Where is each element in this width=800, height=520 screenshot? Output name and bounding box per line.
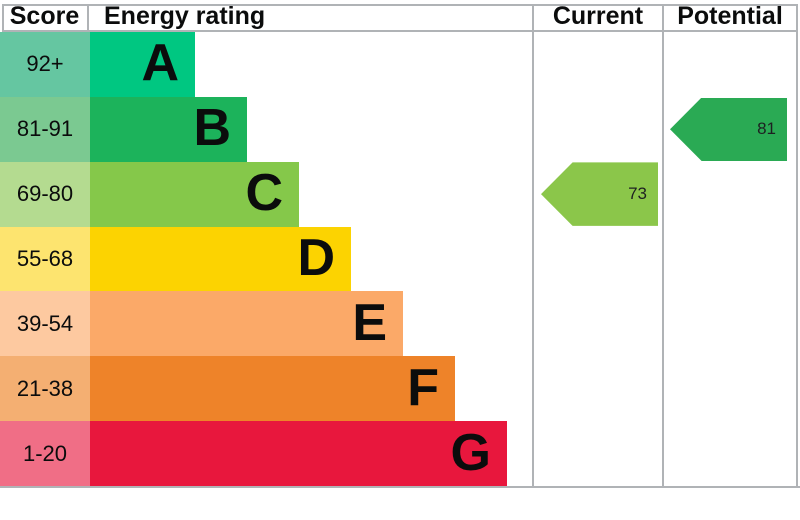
band-c-score-range: 69-80 — [0, 161, 90, 227]
band-d-bar: D — [90, 226, 351, 292]
current-rating-arrow: 73 — [541, 162, 658, 226]
band-row-b: 81-91 B — [0, 96, 533, 162]
band-a-letter: A — [141, 34, 179, 93]
band-row-c: 69-80 C — [0, 161, 533, 227]
band-d-score-range: 55-68 — [0, 226, 90, 292]
band-row-d: 55-68 D — [0, 226, 533, 292]
current-rating-value: 73 — [628, 184, 647, 204]
table-right-border — [796, 4, 798, 488]
band-a-score-range: 92+ — [0, 32, 90, 97]
band-row-f: 21-38 F — [0, 356, 533, 422]
band-c-letter: C — [245, 164, 283, 223]
band-e-score-range: 39-54 — [0, 291, 90, 357]
current-col-divider — [532, 4, 534, 488]
band-b-letter: B — [193, 99, 231, 158]
current-header: Current — [552, 2, 644, 30]
band-g-score-range: 1-20 — [0, 421, 90, 486]
band-f-bar: F — [90, 356, 455, 422]
band-row-g: 1-20 G — [0, 421, 533, 486]
band-f-letter: F — [407, 358, 439, 417]
potential-rating-value: 81 — [757, 119, 776, 139]
band-g-bar: G — [90, 421, 507, 486]
table-top-border — [2, 4, 798, 6]
band-d-letter: D — [297, 228, 335, 287]
score-header: Score — [9, 2, 80, 30]
band-e-letter: E — [352, 293, 387, 352]
band-b-score-range: 81-91 — [0, 96, 90, 162]
band-c-bar: C — [90, 161, 299, 227]
band-e-bar: E — [90, 291, 403, 357]
potential-header: Potential — [677, 2, 783, 30]
band-g-letter: G — [450, 423, 491, 482]
header-bottom-border — [2, 30, 798, 32]
band-b-bar: B — [90, 96, 247, 162]
potential-col-divider — [662, 4, 664, 488]
potential-rating-arrow: 81 — [670, 97, 787, 162]
energy-rating-header: Energy rating — [104, 2, 266, 30]
score-col-left-border — [2, 4, 4, 32]
table-bottom-border — [0, 486, 800, 488]
band-row-a: 92+ A — [0, 32, 533, 97]
band-row-e: 39-54 E — [0, 291, 533, 357]
band-f-score-range: 21-38 — [0, 356, 90, 422]
score-col-divider — [87, 4, 89, 32]
band-a-bar: A — [90, 32, 195, 97]
